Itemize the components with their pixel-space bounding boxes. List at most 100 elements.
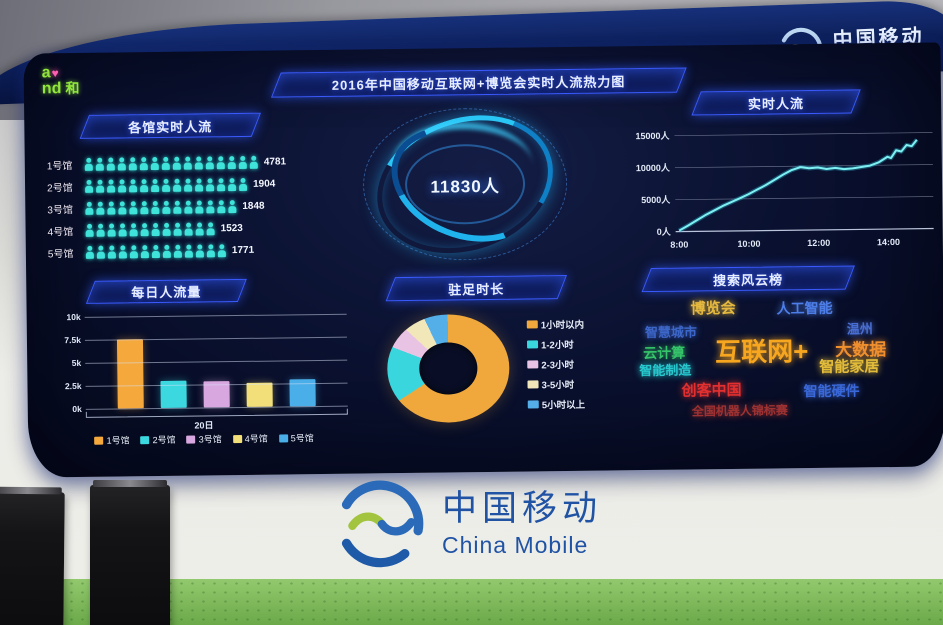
legend-swatch xyxy=(526,320,538,329)
legend-item: 1小时以内 xyxy=(526,317,585,332)
svg-text:8:00: 8:00 xyxy=(670,240,688,250)
person-icon xyxy=(84,179,92,192)
panel-dwell-time: 驻足时长 1小时以内 1-2小时 2-3小时 3-5小时 5小时以上 xyxy=(374,274,630,449)
legend-label: 3号馆 xyxy=(198,434,222,445)
word-item: 人工智能 xyxy=(776,299,833,317)
person-icon xyxy=(173,244,181,257)
person-icon xyxy=(217,244,225,257)
word-item: 互联网+ xyxy=(714,336,809,368)
legend-item: 2-3小时 xyxy=(527,357,584,372)
legend-item: 5小时以上 xyxy=(527,397,585,412)
person-icon xyxy=(205,156,213,169)
person-icon xyxy=(162,244,170,257)
legend-swatch xyxy=(527,400,539,409)
person-icon xyxy=(95,157,103,170)
person-icon xyxy=(150,156,158,169)
realtime-line-chart: 15000人 10000人 5000人 0人 8:00 10:00 12:00 14:00 xyxy=(626,122,942,256)
svg-text:12:00: 12:00 xyxy=(807,238,830,248)
svg-text:0人: 0人 xyxy=(657,226,672,237)
panel-realtime-flow: 实时人流 15000人 10000人 5000人 0人 8:00 10:00 12:00 14… xyxy=(626,88,942,258)
dashboard-title: 2016年中国移动互联网+博览会实时人流热力图 xyxy=(331,74,626,93)
legend-swatch xyxy=(526,340,539,349)
hall-value: 1771 xyxy=(231,244,255,256)
person-icon xyxy=(85,201,93,214)
person-icon xyxy=(195,200,203,213)
legend-item: 4号馆 xyxy=(232,432,268,445)
person-icon xyxy=(96,223,104,236)
person-icon xyxy=(106,179,114,192)
hall-value: 1848 xyxy=(242,200,265,212)
person-icon xyxy=(227,178,235,191)
gauge-total-value: 11830人 xyxy=(430,176,500,197)
legend-item: 1号馆 xyxy=(94,433,130,446)
daily-title: 每日人流量 xyxy=(131,284,202,301)
hall-value: 1523 xyxy=(220,222,243,234)
daily-bar-chart: 10k 7.5k 5k 2.5k 0k xyxy=(64,312,348,414)
legend-swatch xyxy=(94,436,104,445)
legend-label: 4号馆 xyxy=(244,433,268,444)
hall-flow-header: 各馆实时人流 xyxy=(79,112,262,139)
dwell-legend: 1小时以内 1-2小时 2-3小时 3-5小时 5小时以上 xyxy=(526,317,585,412)
person-icon-row xyxy=(83,155,259,170)
person-icon xyxy=(106,157,114,170)
person-icon xyxy=(228,200,236,213)
legend-item: 3-5小时 xyxy=(527,377,584,392)
daily-header: 每日人流量 xyxy=(85,278,247,304)
axis-tick-label: 7.5k xyxy=(64,334,82,346)
person-icon xyxy=(195,222,203,235)
dwell-title: 驻足时长 xyxy=(448,281,505,297)
svg-text:5000人: 5000人 xyxy=(641,194,671,205)
person-icon xyxy=(128,179,136,192)
legend-label: 1小时以内 xyxy=(540,319,585,332)
person-icon xyxy=(184,222,192,235)
person-icon xyxy=(151,244,159,257)
person-icon xyxy=(238,177,246,190)
china-mobile-logo-icon xyxy=(341,480,424,568)
hall-row: 5号馆 1771 xyxy=(48,238,350,264)
person-icon-row xyxy=(83,200,237,215)
legend-item: 5号馆 xyxy=(278,431,314,444)
person-icon xyxy=(162,200,170,213)
dwell-header: 驻足时长 xyxy=(385,274,568,302)
china-mobile-wall-logo: 中国移动 China Mobile xyxy=(334,478,602,570)
person-icon xyxy=(173,200,181,213)
legend-swatch xyxy=(278,433,288,443)
person-icon xyxy=(140,201,148,214)
person-icon xyxy=(172,156,180,169)
axis-tick-label: 2.5k xyxy=(64,380,82,392)
person-icon xyxy=(161,156,169,169)
person-icon xyxy=(129,245,137,258)
hall-flow-rows: 1号馆 4781 2号馆 1904 3号馆 1848 4号馆 1523 5号馆 1771 xyxy=(47,150,350,264)
hall-label: 3号馆 xyxy=(47,204,73,216)
person-icon xyxy=(85,223,93,236)
led-dashboard-screen: a♥ nd 和 2016年中国移动互联网+博览会实时人流热力图 各馆实时人流 1号… xyxy=(23,42,943,478)
person-icon xyxy=(107,245,115,258)
dashboard-title-plaque: 2016年中国移动互联网+博览会实时人流热力图 xyxy=(270,67,687,98)
panel-search-trends: 搜索风云榜 博览会 人工智能 智慧城市 温州 云计算 大数据 互联网+ 智能制造 智能家居 创客中… xyxy=(638,264,943,444)
person-icon xyxy=(107,223,115,236)
person-icon xyxy=(129,223,137,236)
legend-label: 1号馆 xyxy=(106,435,130,446)
person-icon-row xyxy=(84,222,216,237)
search-header: 搜索风云榜 xyxy=(641,265,855,293)
hall-label: 5号馆 xyxy=(47,248,74,260)
person-icon xyxy=(118,223,126,236)
person-icon xyxy=(216,156,224,169)
person-icon xyxy=(95,179,103,192)
daily-legend: 1号馆 2号馆 3号馆 4号馆 5号馆 xyxy=(50,431,358,448)
person-icon xyxy=(184,200,192,213)
word-item: 智能制造 xyxy=(639,362,692,379)
person-icon xyxy=(139,157,147,170)
svg-text:15000人: 15000人 xyxy=(635,130,670,141)
person-icon xyxy=(172,178,180,191)
person-icon xyxy=(217,200,225,213)
word-item: 云计算 xyxy=(643,344,686,362)
hall-value: 4781 xyxy=(263,155,287,168)
realtime-title: 实时人流 xyxy=(748,95,805,112)
person-icon xyxy=(140,223,148,236)
word-item: 全国机器人锦标赛 xyxy=(691,403,788,419)
legend-label: 5号馆 xyxy=(290,433,314,444)
person-icon xyxy=(140,245,148,258)
person-icon xyxy=(150,178,158,191)
person-icon xyxy=(96,201,104,214)
